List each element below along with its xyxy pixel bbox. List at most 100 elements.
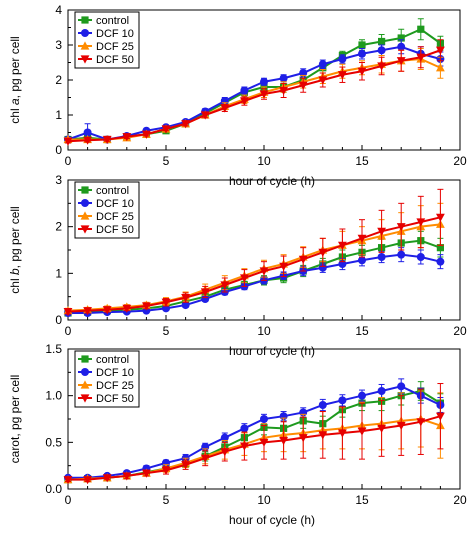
data-point bbox=[279, 262, 288, 271]
data-point bbox=[397, 250, 406, 259]
data-point bbox=[122, 472, 132, 481]
x-tick-label: 20 bbox=[453, 493, 467, 507]
data-point bbox=[436, 244, 444, 252]
data-point bbox=[142, 469, 151, 478]
legend-marker bbox=[80, 380, 90, 389]
data-point bbox=[357, 427, 367, 436]
legend-marker bbox=[80, 211, 90, 220]
legend-marker bbox=[81, 186, 89, 194]
data-point bbox=[142, 130, 151, 139]
x-tick-label: 10 bbox=[257, 324, 271, 338]
data-point bbox=[397, 34, 405, 42]
x-tick-label: 5 bbox=[163, 154, 170, 168]
y-tick-label: 0.5 bbox=[45, 435, 62, 449]
y-tick-label: 1.5 bbox=[45, 342, 62, 356]
data-point bbox=[377, 253, 386, 261]
series-dcf50 bbox=[63, 188, 445, 317]
data-point bbox=[181, 461, 190, 470]
y-tick-label: 1.0 bbox=[45, 389, 62, 403]
y-axis-title: chl a, pg per cell bbox=[8, 36, 22, 123]
data-point bbox=[161, 298, 171, 307]
data-point bbox=[358, 256, 366, 265]
y-axis-title-suffix: , pg per cell bbox=[8, 36, 22, 98]
data-point bbox=[259, 438, 269, 447]
data-point bbox=[102, 474, 112, 483]
y-axis-title-suffix: , pg per cell bbox=[8, 206, 22, 268]
data-point bbox=[358, 41, 366, 49]
legend-label: DCF 25 bbox=[96, 41, 134, 53]
legend-label: DCF 10 bbox=[96, 28, 134, 40]
data-point bbox=[279, 74, 288, 83]
data-point bbox=[63, 308, 73, 317]
x-tick-label: 5 bbox=[163, 493, 170, 507]
data-point bbox=[122, 304, 132, 313]
series-dcf50 bbox=[63, 383, 445, 485]
data-point bbox=[181, 120, 190, 129]
legend-marker bbox=[80, 55, 90, 64]
data-point bbox=[122, 133, 132, 142]
data-point bbox=[318, 60, 327, 69]
data-point bbox=[298, 434, 308, 443]
data-point bbox=[102, 306, 112, 315]
x-tick-label: 10 bbox=[257, 493, 271, 507]
data-point bbox=[102, 135, 112, 145]
legend-marker bbox=[80, 225, 90, 234]
y-tick-label: 0.0 bbox=[45, 482, 62, 496]
data-point bbox=[200, 288, 210, 297]
data-point bbox=[396, 57, 406, 66]
legend-label: control bbox=[96, 15, 129, 27]
legend-label: DCF 25 bbox=[96, 380, 134, 392]
data-point bbox=[298, 81, 308, 90]
chart-panel-2: 0 5 10 15 20 0 1 2 3 hour of cycle (h) chl b, pg p… bbox=[8, 173, 467, 358]
legend-marker bbox=[81, 16, 89, 24]
y-axis-title: carot, pg per cell bbox=[8, 375, 22, 464]
data-point bbox=[142, 302, 151, 311]
data-point bbox=[377, 46, 386, 55]
legend-marker bbox=[81, 355, 89, 363]
y-tick-label: 0 bbox=[55, 143, 62, 157]
data-point bbox=[181, 301, 190, 310]
data-point bbox=[298, 255, 308, 264]
data-point bbox=[63, 137, 73, 146]
data-point bbox=[416, 218, 426, 227]
data-point bbox=[318, 76, 328, 85]
data-point bbox=[161, 125, 171, 134]
data-point bbox=[377, 387, 386, 395]
data-point bbox=[220, 448, 230, 457]
legend-label: DCF 10 bbox=[96, 198, 134, 210]
data-point bbox=[357, 234, 367, 243]
data-point bbox=[240, 424, 249, 433]
data-point bbox=[377, 62, 386, 71]
data-point bbox=[416, 53, 426, 62]
x-axis-title: hour of cycle (h) bbox=[229, 174, 315, 188]
legend-label: DCF 50 bbox=[96, 54, 134, 66]
legend-label: DCF 10 bbox=[96, 367, 134, 379]
x-tick-label: 10 bbox=[257, 154, 271, 168]
y-tick-label: 3 bbox=[55, 38, 62, 52]
data-point bbox=[83, 476, 92, 485]
legend-marker bbox=[80, 41, 90, 50]
legend-label: control bbox=[96, 185, 129, 197]
data-point bbox=[279, 436, 288, 446]
data-point bbox=[396, 223, 406, 232]
x-tick-label: 15 bbox=[355, 324, 369, 338]
data-point bbox=[318, 401, 327, 409]
data-point bbox=[240, 274, 249, 283]
x-tick-label: 20 bbox=[453, 324, 467, 338]
legend-marker bbox=[81, 199, 89, 207]
data-point bbox=[338, 71, 347, 80]
y-tick-label: 3 bbox=[55, 173, 62, 187]
data-point bbox=[377, 227, 386, 236]
data-point bbox=[161, 466, 171, 475]
data-point bbox=[436, 257, 445, 266]
data-point bbox=[220, 281, 230, 290]
data-point bbox=[240, 86, 249, 95]
y-axis-title-prefix: chl bbox=[8, 275, 22, 294]
data-point bbox=[338, 241, 347, 250]
chart-panel-1: 0 5 10 15 20 0 1 2 3 4 hour of cycle (h) chl a, pg … bbox=[8, 3, 467, 188]
data-point bbox=[83, 136, 92, 145]
data-point bbox=[220, 433, 229, 442]
data-point bbox=[318, 248, 328, 257]
